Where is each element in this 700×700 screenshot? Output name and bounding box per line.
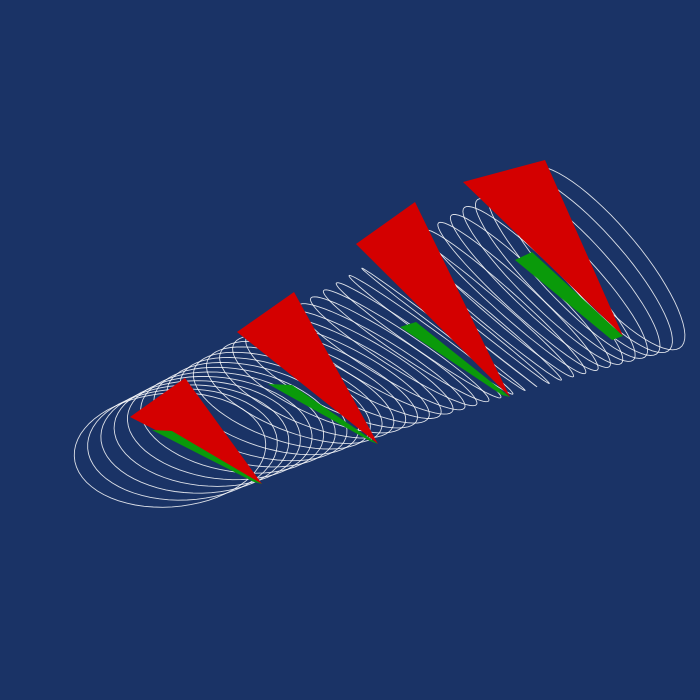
wireframe-section bbox=[73, 392, 267, 508]
wireframe-section bbox=[140, 371, 325, 474]
rib-4-band bbox=[515, 252, 623, 340]
rib-1-band bbox=[152, 430, 262, 484]
wireframe-section bbox=[87, 388, 278, 501]
wing-ribs bbox=[130, 160, 623, 484]
wireframe-section bbox=[297, 303, 466, 411]
wireframe-section bbox=[192, 351, 371, 450]
wireframe-section bbox=[437, 221, 599, 371]
wireframe-section bbox=[127, 375, 313, 481]
wireframe-section bbox=[206, 346, 383, 444]
rib-2-face bbox=[237, 292, 378, 444]
rib-3-face bbox=[356, 202, 510, 397]
rib-2-band bbox=[268, 384, 378, 444]
wireframe-section bbox=[309, 296, 478, 407]
rib-4-face bbox=[463, 160, 623, 336]
rib-1-face bbox=[130, 378, 262, 484]
wireframe-section bbox=[361, 267, 526, 391]
wireframe-section bbox=[284, 309, 454, 415]
rib-3-band bbox=[400, 322, 510, 397]
wireframe-section bbox=[113, 380, 301, 487]
